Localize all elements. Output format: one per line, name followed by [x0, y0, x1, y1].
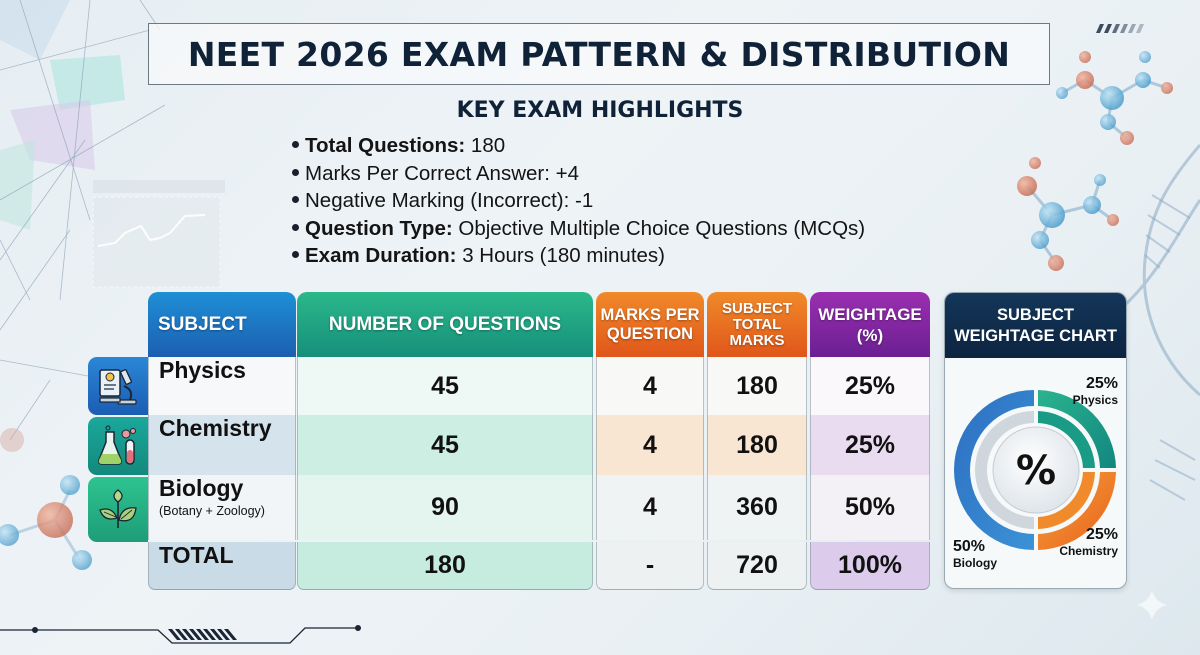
- header-subject: SUBJECT: [148, 292, 296, 357]
- biology-pct: 50%: [953, 538, 986, 555]
- column-weightage: WEIGHTAGE (%) 25% 25% 50% 100%: [810, 292, 930, 590]
- cell-weightage-total: 100%: [810, 542, 930, 590]
- cell-total-physics: 180: [707, 357, 807, 415]
- cell-questions-biology: 90: [297, 475, 593, 540]
- page-title: NEET 2026 EXAM PATTERN & DISTRIBUTION: [187, 34, 1011, 74]
- highlight-label: Total Questions:: [305, 134, 466, 157]
- cell-subject-physics: Physics: [148, 357, 296, 415]
- subject-note: (Botany + Zoology): [159, 504, 265, 518]
- page-title-box: NEET 2026 EXAM PATTERN & DISTRIBUTION: [148, 23, 1050, 85]
- highlight-exam-duration: Exam Duration: 3 Hours (180 minutes): [290, 242, 865, 270]
- physics-segment: [1038, 390, 1116, 468]
- highlight-value: 180: [465, 134, 506, 157]
- cell-total-biology: 360: [707, 475, 807, 540]
- bullet-icon: [292, 141, 299, 149]
- bullet-icon: [292, 223, 299, 231]
- biology-name: Biology: [953, 556, 997, 570]
- bullet-icon: [292, 196, 299, 204]
- column-marks-per-question: MARKS PER QUESTION 4 4 4 -: [596, 292, 704, 590]
- subject-name: Physics: [159, 357, 246, 383]
- highlight-negative-marking: Negative Marking (Incorrect): -1: [290, 187, 865, 215]
- bullet-icon: [292, 168, 299, 176]
- header-weightage: WEIGHTAGE (%): [810, 292, 930, 357]
- microscope-icon: [99, 369, 137, 405]
- cell-total-chemistry: 180: [707, 415, 807, 475]
- biology-chart-label: 50% Biology: [953, 538, 997, 570]
- column-questions: NUMBER OF QUESTIONS 45 45 90 180: [297, 292, 593, 590]
- highlight-value: Objective Multiple Choice Questions (MCQ…: [452, 216, 866, 240]
- chemistry-segment: [1038, 472, 1116, 550]
- chemistry-pct: 25%: [1085, 526, 1118, 543]
- physics-chart-label: 25% Physics: [1072, 375, 1118, 407]
- biology-icon-tile: [88, 477, 148, 542]
- physics-icon-tile: [88, 357, 148, 415]
- highlight-label: Negative Marking (Incorrect):: [305, 189, 570, 212]
- flask-icon: [98, 425, 136, 465]
- cell-weightage-physics: 25%: [810, 357, 930, 415]
- bullet-icon: [292, 251, 299, 259]
- cell-subject-total: TOTAL: [148, 542, 296, 590]
- cell-marks-physics: 4: [596, 357, 704, 415]
- physics-pct: 25%: [1085, 375, 1118, 392]
- subject-name: Chemistry: [159, 415, 272, 441]
- highlight-label: Question Type:: [305, 216, 453, 240]
- highlights-heading: KEY EXAM HIGHLIGHTS: [456, 98, 744, 123]
- weightage-donut-chart: %: [954, 390, 1116, 550]
- chart-title: SUBJECT WEIGHTAGE CHART: [945, 293, 1126, 358]
- header-questions: NUMBER OF QUESTIONS: [297, 292, 593, 357]
- chemistry-icon-tile: [88, 417, 148, 475]
- cell-marks-biology: 4: [596, 475, 704, 540]
- header-subject-total-marks: SUBJECT TOTAL MARKS: [707, 292, 807, 357]
- weightage-chart-panel: SUBJECT WEIGHTAGE CHART % 25% Physics 25%…: [944, 292, 1127, 589]
- column-subject-total-marks: SUBJECT TOTAL MARKS 180 180 360 720: [707, 292, 807, 590]
- highlights-list: Total Questions: 180 Marks Per Correct A…: [290, 132, 865, 270]
- cell-questions-total: 180: [297, 542, 593, 590]
- cell-weightage-biology: 50%: [810, 475, 930, 540]
- cell-marks-chemistry: 4: [596, 415, 704, 475]
- highlight-value: -1: [569, 189, 594, 212]
- highlight-marks-per-correct: Marks Per Correct Answer: +4: [290, 160, 865, 188]
- highlight-question-type: Question Type: Objective Multiple Choice…: [290, 215, 865, 243]
- physics-name: Physics: [1072, 393, 1118, 407]
- cell-subject-chemistry: Chemistry: [148, 415, 296, 475]
- cell-questions-physics: 45: [297, 357, 593, 415]
- highlight-value: +4: [549, 161, 579, 185]
- chemistry-chart-label: 25% Chemistry: [1059, 526, 1118, 558]
- biology-segment: [954, 390, 1034, 550]
- subject-name: Biology: [159, 475, 244, 501]
- column-subject: SUBJECT Physics Chemistry Biology (Botany…: [148, 292, 296, 590]
- total-label: TOTAL: [159, 542, 234, 568]
- cell-marks-total: -: [596, 542, 704, 590]
- leaf-icon: [99, 488, 137, 528]
- cell-subject-biology: Biology (Botany + Zoology): [148, 475, 296, 540]
- chemistry-name: Chemistry: [1059, 544, 1118, 558]
- highlight-value: 3 Hours (180 minutes): [456, 244, 666, 267]
- cell-weightage-chemistry: 25%: [810, 415, 930, 475]
- chart-center-symbol: %: [1016, 448, 1056, 494]
- cell-questions-chemistry: 45: [297, 415, 593, 475]
- highlight-label: Exam Duration:: [305, 244, 457, 267]
- cell-total-total: 720: [707, 542, 807, 590]
- header-marks-per-question: MARKS PER QUESTION: [596, 292, 704, 357]
- highlight-label: Marks Per Correct Answer:: [305, 161, 550, 185]
- highlight-total-questions: Total Questions: 180: [290, 132, 865, 160]
